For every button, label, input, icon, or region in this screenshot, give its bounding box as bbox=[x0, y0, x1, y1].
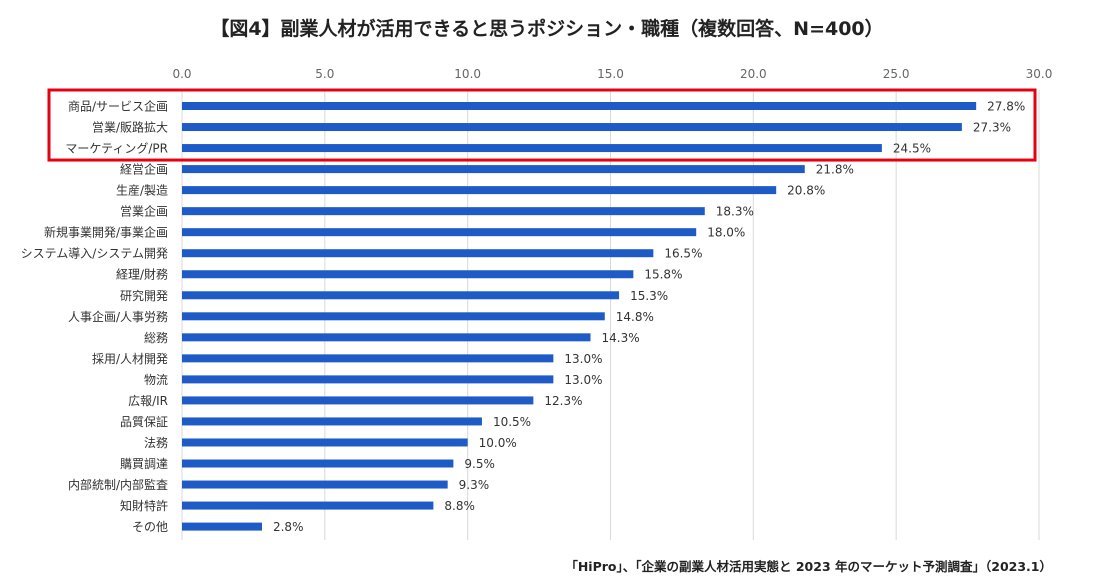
bar bbox=[182, 270, 634, 279]
x-tick-label: 0.0 bbox=[172, 67, 191, 81]
x-tick-label: 25.0 bbox=[883, 67, 910, 81]
x-axis-ticks: 0.0 5.0 10.0 15.0 20.0 25.0 30.0 bbox=[172, 67, 1052, 81]
category-label: 営業企画 bbox=[120, 204, 168, 219]
category-label: 商品/サービス企画 bbox=[68, 99, 168, 114]
value-label: 14.3% bbox=[602, 331, 640, 345]
category-label: 購買調達 bbox=[120, 457, 168, 471]
category-label: 人事企画/人事労務 bbox=[68, 309, 168, 324]
highlight-box bbox=[47, 88, 1037, 162]
category-label: 生産/製造 bbox=[116, 183, 168, 198]
bar bbox=[182, 312, 605, 321]
value-label: 27.3% bbox=[973, 121, 1011, 135]
bars bbox=[182, 102, 977, 531]
bar bbox=[182, 144, 882, 153]
bar bbox=[182, 396, 534, 405]
bar bbox=[182, 207, 705, 216]
chart-title: 【図4】副業人材が活用できると思うポジション・職種（複数回答、N=400） bbox=[210, 18, 884, 40]
category-label: 広報/IR bbox=[128, 394, 168, 408]
x-tick-label: 30.0 bbox=[1026, 67, 1053, 81]
bar bbox=[182, 291, 620, 300]
category-label: 営業/販路拡大 bbox=[92, 120, 168, 135]
bar bbox=[182, 522, 262, 531]
category-label: 経営企画 bbox=[120, 162, 168, 177]
bar bbox=[182, 438, 468, 447]
value-label: 2.8% bbox=[273, 520, 304, 534]
value-label: 14.8% bbox=[616, 310, 654, 324]
x-tick-label: 20.0 bbox=[740, 67, 767, 81]
value-label: 13.0% bbox=[564, 352, 602, 366]
category-label: 知財特許 bbox=[120, 498, 168, 513]
x-tick-label: 15.0 bbox=[597, 67, 624, 81]
category-label: マーケティング/PR bbox=[65, 142, 168, 156]
highlight-layer bbox=[47, 88, 1037, 162]
bar bbox=[182, 228, 697, 237]
x-tick-label: 5.0 bbox=[315, 67, 334, 81]
value-label: 12.3% bbox=[544, 394, 582, 408]
chart-source: 「HiPro」、「企業の副業人材活用実態と 2023 年のマーケット予測調査」（… bbox=[565, 559, 1052, 574]
category-label: 研究開発 bbox=[120, 288, 168, 303]
value-label: 8.8% bbox=[444, 499, 475, 513]
category-label: 総務 bbox=[144, 331, 168, 345]
value-label: 27.8% bbox=[987, 100, 1025, 114]
bar bbox=[182, 333, 591, 342]
bar bbox=[182, 459, 454, 468]
x-tick-label: 10.0 bbox=[454, 67, 481, 81]
value-label: 16.5% bbox=[664, 247, 702, 261]
bar bbox=[182, 186, 777, 195]
value-label: 10.5% bbox=[493, 415, 531, 429]
value-label: 20.8% bbox=[787, 184, 825, 198]
category-label: 内部統制/内部監査 bbox=[68, 477, 168, 492]
value-labels: 27.8% 27.3% 24.5% 21.8% 20.8% 18.3% 18.0% 16.5%… bbox=[273, 100, 1025, 535]
bar bbox=[182, 480, 448, 489]
value-label: 24.5% bbox=[893, 142, 931, 156]
value-label: 18.3% bbox=[716, 205, 754, 219]
category-label: 採用/人材開発 bbox=[92, 352, 168, 366]
value-label: 9.3% bbox=[459, 478, 490, 492]
value-label: 10.0% bbox=[479, 436, 517, 450]
category-label: 経理/財務 bbox=[116, 267, 168, 282]
category-label: 法務 bbox=[144, 436, 168, 450]
value-label: 21.8% bbox=[816, 163, 854, 177]
value-label: 9.5% bbox=[464, 457, 495, 471]
bar bbox=[182, 501, 434, 510]
value-label: 13.0% bbox=[564, 373, 602, 387]
bar bbox=[182, 417, 482, 426]
bar bbox=[182, 249, 654, 258]
value-label: 15.3% bbox=[630, 289, 668, 303]
category-label: システム導入/システム開発 bbox=[21, 247, 168, 261]
bar bbox=[182, 102, 977, 110]
value-label: 15.8% bbox=[644, 268, 682, 282]
category-label: 物流 bbox=[144, 373, 168, 387]
category-label: その他 bbox=[132, 520, 168, 534]
bar bbox=[182, 375, 554, 384]
bar bbox=[182, 123, 962, 132]
category-label: 品質保証 bbox=[120, 414, 168, 429]
bar bbox=[182, 165, 805, 174]
value-label: 18.0% bbox=[707, 226, 745, 240]
bar bbox=[182, 354, 554, 363]
category-label: 新規事業開発/事業企画 bbox=[44, 225, 168, 240]
